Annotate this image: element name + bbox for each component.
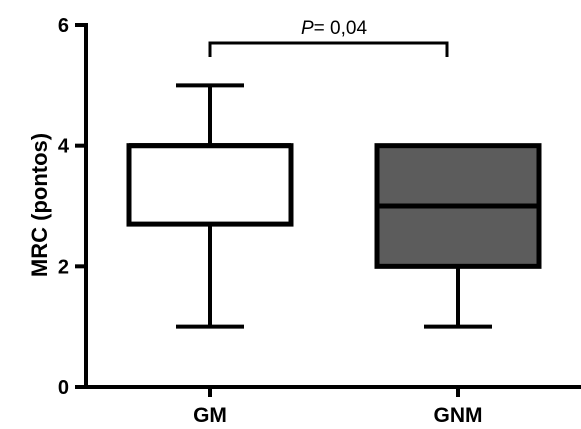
box-gm — [126, 83, 294, 329]
p-value: = 0,04 — [314, 18, 368, 39]
significance-annotation: P= 0,04 — [208, 18, 449, 57]
significance-bracket — [208, 41, 449, 57]
y-tick-label: 6 — [58, 15, 69, 37]
y-tick-label: 4 — [58, 136, 70, 158]
p-value-label: P= 0,04 — [301, 18, 367, 39]
y-axis: 0 2 4 6 — [58, 15, 88, 399]
x-category-label: GM — [193, 404, 227, 427]
x-axis: GM GNM — [84, 385, 581, 427]
y-tick-label: 0 — [58, 377, 69, 399]
y-tick-label: 2 — [58, 256, 69, 278]
y-axis-title: MRC (pontos) — [27, 133, 52, 277]
x-category-label: GNM — [434, 404, 483, 427]
box-gnm — [374, 143, 542, 329]
boxes-group — [126, 83, 542, 329]
box-iqr — [126, 143, 294, 227]
p-symbol: P — [301, 18, 314, 39]
